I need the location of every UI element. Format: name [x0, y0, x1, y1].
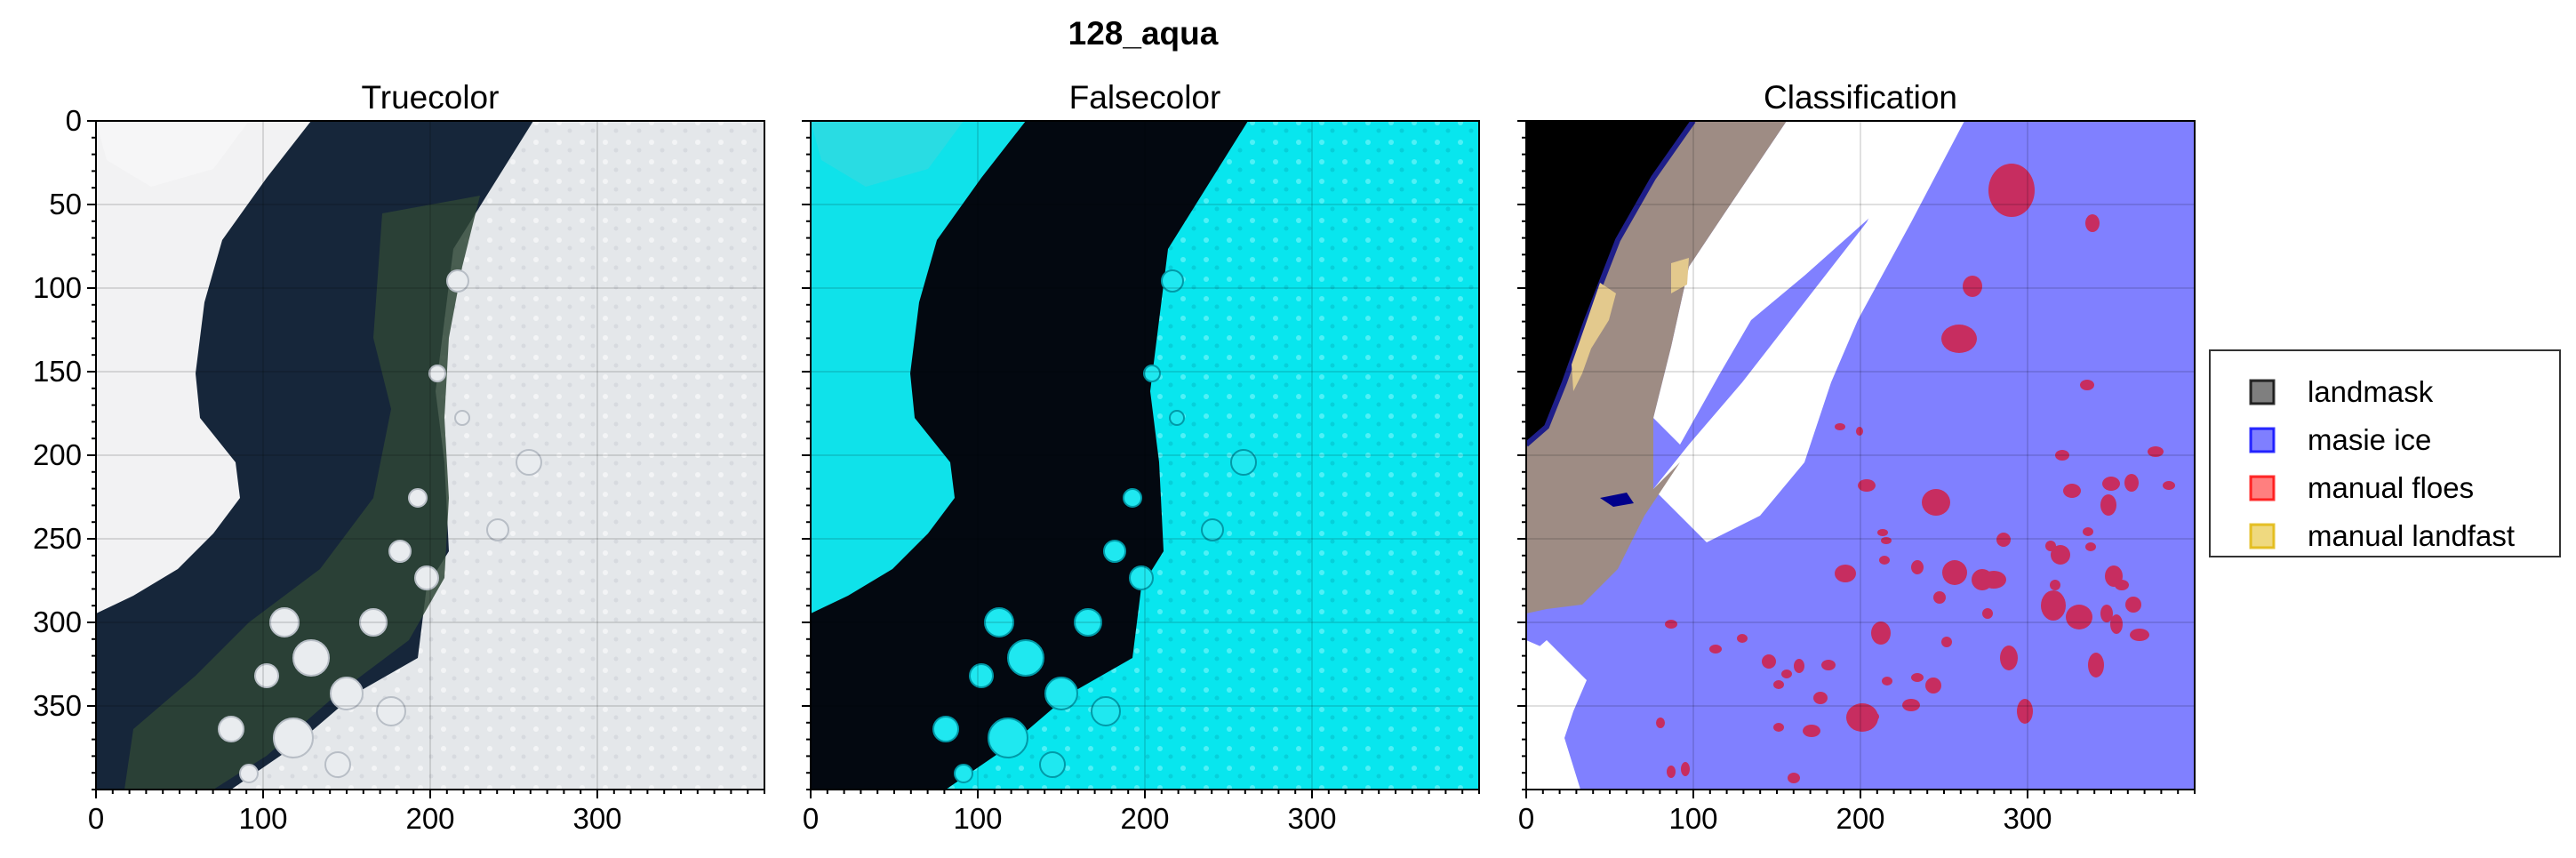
x-tick-label: 0	[88, 802, 104, 835]
classification-white-strip-upper	[1653, 121, 1938, 445]
x-tick-label: 200	[1120, 802, 1169, 835]
manual-landfast-region	[1572, 283, 1616, 391]
legend-swatch-manual-landfast	[2249, 523, 2276, 549]
x-tick-label: 300	[2003, 802, 2052, 835]
falsecolor-floes	[932, 269, 1257, 783]
classification-image	[1526, 121, 2195, 790]
x-tick-label: 0	[803, 802, 819, 835]
classification-white-strip-lower	[1653, 121, 1964, 542]
x-tick-label: 200	[1836, 802, 1884, 835]
legend-label-manual-landfast: manual landfast	[2308, 519, 2515, 552]
falsecolor-cloud-haze	[811, 121, 964, 187]
x-tick-label: 300	[1287, 802, 1336, 835]
panel-falsecolor	[811, 121, 1479, 790]
legend-label-landmask: landmask	[2308, 375, 2434, 408]
y-tick-label: 0	[66, 104, 82, 137]
panel-2-title: Falsecolor	[1069, 79, 1221, 116]
legend-entries: landmask masie ice manual floes manual land…	[2249, 375, 2515, 552]
manual-landfast-strip	[1671, 258, 1689, 293]
falsecolor-image	[811, 121, 1479, 790]
y-tick-label: 50	[49, 188, 82, 221]
truecolor-land-area	[96, 121, 311, 613]
panel2-grid	[811, 121, 1479, 790]
classification-dark-pond	[1600, 493, 1634, 507]
y-tick-label: 250	[33, 522, 82, 555]
x-tick-label: 100	[238, 802, 287, 835]
truecolor-nearshore-water	[124, 196, 480, 790]
classification-white-corner	[1526, 640, 1587, 790]
panel-1-title: Truecolor	[362, 79, 500, 116]
y-tick-label: 150	[33, 355, 82, 388]
axes-layer: Truecolor 0 100 200 300 0 50 100 150 200 250 300 350…	[33, 79, 2196, 835]
x-tick-label: 300	[572, 802, 621, 835]
x-tick-label: 100	[953, 802, 1002, 835]
legend: landmask masie ice manual floes manual land…	[2209, 349, 2561, 557]
landmask-coastline-edge	[1526, 121, 1696, 447]
figure-suptitle: 128_aqua	[1068, 15, 1219, 52]
landmask-over-ice	[1526, 121, 1787, 613]
falsecolor-land-area	[811, 121, 1026, 613]
legend-label-manual-floes: manual floes	[2308, 471, 2474, 504]
y-tick-label: 100	[33, 271, 82, 304]
y-tick-label: 300	[33, 605, 82, 638]
panel-classification	[1526, 121, 2195, 790]
truecolor-cloud-haze	[96, 121, 249, 187]
x-tick-label: 0	[1518, 802, 1534, 835]
x-tick-label: 200	[405, 802, 454, 835]
manual-floes	[1656, 164, 2175, 783]
landmask-region	[1526, 121, 1693, 445]
legend-swatch-masie-ice	[2249, 427, 2276, 453]
y-tick-label: 350	[33, 689, 82, 722]
truecolor-image	[96, 121, 764, 790]
legend-label-masie-ice: masie ice	[2308, 423, 2431, 456]
panel-3-title: Classification	[1764, 79, 1957, 116]
panel-grid	[1526, 121, 2195, 790]
panel-truecolor	[96, 121, 764, 790]
y-tick-label: 200	[33, 438, 82, 471]
truecolor-floes	[218, 269, 542, 783]
legend-swatch-landmask	[2249, 379, 2276, 405]
legend-swatch-manual-floes	[2249, 475, 2276, 501]
falsecolor-open-water	[811, 121, 1248, 790]
x-tick-label: 100	[1668, 802, 1717, 835]
panel1-grid	[96, 121, 764, 790]
